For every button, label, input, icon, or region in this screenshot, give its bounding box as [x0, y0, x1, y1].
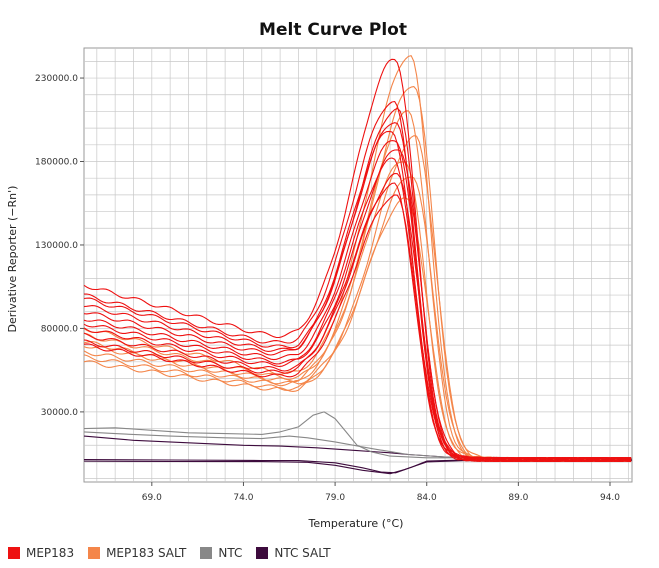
legend-swatch-mep183-salt: [88, 547, 101, 559]
legend-label-ntc-salt: NTC SALT: [274, 546, 331, 560]
legend: MEP183 MEP183 SALT NTC NTC SALT: [8, 544, 345, 562]
melt-curve-chart: Melt Curve Plot 69.0 74.0 79.0 84.0 89.0 94.0…: [6, 20, 633, 530]
curve-mep183: [83, 122, 632, 463]
curve-mep183: [83, 157, 632, 463]
legend-swatch-ntc-salt: [256, 547, 269, 559]
legend-item-mep183-salt[interactable]: MEP183 SALT: [88, 546, 186, 560]
curves-layer: [83, 55, 633, 475]
legend-swatch-mep183: [8, 547, 20, 559]
x-tick-label: 89.0: [508, 493, 528, 503]
y-tick-label: 130000.0: [35, 241, 78, 251]
legend-item-ntc-salt[interactable]: NTC SALT: [256, 546, 331, 560]
legend-label-mep183: MEP183: [26, 546, 75, 560]
x-tick-label: 74.0: [233, 493, 253, 503]
y-axis-label: Derivative Reporter (−Rn'): [6, 186, 19, 333]
x-tick-label: 84.0: [417, 493, 437, 503]
y-tick-label: 230000.0: [35, 74, 78, 84]
legend-item-mep183[interactable]: MEP183: [8, 546, 74, 560]
y-axis-ticks: 30000.0 80000.0 130000.0 180000.0 230000.0: [35, 74, 84, 418]
legend-label-ntc: NTC: [218, 546, 243, 560]
chart-title: Melt Curve Plot: [259, 20, 407, 40]
legend-item-ntc[interactable]: NTC: [200, 546, 242, 560]
grid-lines: [84, 48, 632, 482]
legend-swatch-ntc: [200, 547, 213, 559]
curve-ntc-salt: [83, 458, 633, 474]
x-tick-label: 69.0: [142, 493, 162, 503]
curve-ntc: [83, 411, 632, 460]
curve-ntc-salt: [83, 459, 633, 475]
x-tick-label: 94.0: [600, 493, 620, 503]
x-tick-label: 79.0: [325, 493, 345, 503]
curve-mep183: [83, 149, 632, 463]
curve-mep183: [83, 172, 632, 463]
y-tick-label: 30000.0: [41, 408, 78, 418]
legend-label-mep183-salt: MEP183 SALT: [106, 546, 187, 560]
x-axis-label: Temperature (°C): [308, 517, 404, 530]
curve-mep183: [83, 194, 632, 463]
y-tick-label: 80000.0: [41, 324, 78, 334]
curve-ntc: [83, 431, 633, 460]
y-tick-label: 180000.0: [35, 158, 78, 168]
x-axis-ticks: 69.0 74.0 79.0 84.0 89.0 94.0: [142, 482, 620, 503]
